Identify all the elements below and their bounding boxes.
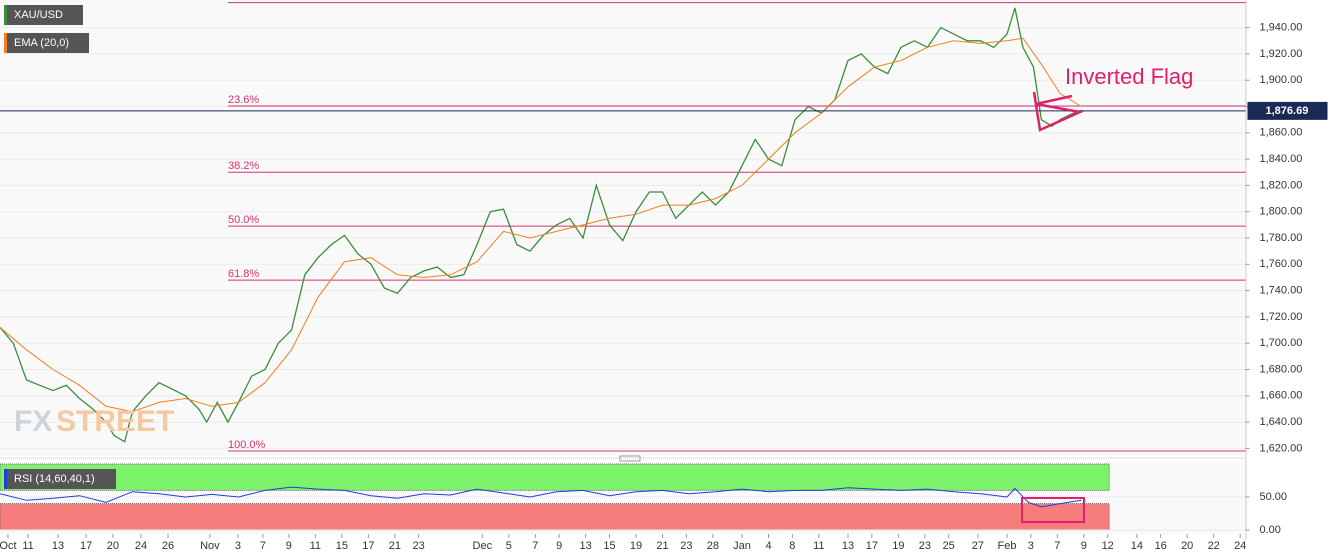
x-tick-label: 24 xyxy=(1234,540,1246,552)
x-tick-label: 15 xyxy=(336,540,348,552)
x-tick-label: 4 xyxy=(765,540,771,552)
y-tick-label: 1,680.00 xyxy=(1260,363,1303,375)
x-tick-label: 25 xyxy=(943,540,955,552)
x-tick-label: 23 xyxy=(413,540,425,552)
x-tick-label: 26 xyxy=(162,540,174,552)
rsi-band xyxy=(0,463,1110,491)
legend-label: RSI (14,60,40,1) xyxy=(14,473,95,485)
watermark: STREET xyxy=(56,405,174,438)
x-tick-label: 13 xyxy=(52,540,64,552)
annotation: Inverted Flag xyxy=(1065,64,1193,89)
price-pane xyxy=(0,0,1246,456)
x-tick-label: Oct xyxy=(0,540,17,552)
last-price-box xyxy=(1247,101,1328,120)
fib-label: 61.8% xyxy=(228,268,259,280)
legend-swatch xyxy=(4,5,7,25)
legend-label: EMA (20,0) xyxy=(14,37,69,49)
x-tick-label: 8 xyxy=(789,540,795,552)
legend-label: XAU/USD xyxy=(14,9,63,21)
x-tick-label: 19 xyxy=(630,540,642,552)
y-tick-label: 1,740.00 xyxy=(1260,285,1303,297)
x-tick-label: 11 xyxy=(22,540,33,552)
watermark: FX xyxy=(14,405,52,438)
series-line xyxy=(0,7,1082,443)
x-tick-label: Nov xyxy=(200,540,220,552)
x-tick-label: 28 xyxy=(707,540,719,552)
x-tick-label: 21 xyxy=(389,540,401,552)
rsi-highlight xyxy=(1021,497,1085,523)
x-tick-label: 19 xyxy=(892,540,904,552)
x-tick-label: 11 xyxy=(310,540,321,552)
series-line xyxy=(0,37,1082,413)
y-tick-label: 1,720.00 xyxy=(1260,311,1303,323)
x-tick-label: 27 xyxy=(972,540,984,552)
legend-box xyxy=(4,5,83,25)
x-tick-label: 9 xyxy=(556,540,562,552)
x-tick-label: 23 xyxy=(919,540,931,552)
rsi-band xyxy=(0,503,1110,531)
y-tick-label: 1,900.00 xyxy=(1260,74,1303,86)
y-tick-label: 50.00 xyxy=(1260,491,1288,503)
x-tick-label: Feb xyxy=(998,540,1017,552)
y-tick-label: 1,620.00 xyxy=(1260,442,1303,454)
x-tick-label: 23 xyxy=(680,540,692,552)
legend-box xyxy=(4,469,116,489)
y-tick-label: 0.00 xyxy=(1260,524,1281,536)
x-tick-label: 9 xyxy=(286,540,292,552)
x-tick-label: 17 xyxy=(362,540,374,552)
last-price-label: 1,876.69 xyxy=(1266,105,1309,117)
x-tick-label: 21 xyxy=(656,540,668,552)
x-tick-label: 11 xyxy=(813,540,824,552)
x-tick-label: 7 xyxy=(1054,540,1060,552)
x-tick-label: 15 xyxy=(603,540,615,552)
legend-swatch xyxy=(4,469,7,489)
x-tick-label: 20 xyxy=(1181,540,1193,552)
x-tick-label: 3 xyxy=(235,540,241,552)
legend-box xyxy=(4,33,89,53)
x-tick-label: 16 xyxy=(1155,540,1167,552)
legend-swatch xyxy=(4,33,7,53)
x-tick-label: Jan xyxy=(733,540,751,552)
y-tick-label: 1,860.00 xyxy=(1260,127,1303,139)
fib-label: 23.6% xyxy=(228,94,259,106)
x-tick-label: 17 xyxy=(80,540,92,552)
y-tick-label: 1,840.00 xyxy=(1260,153,1303,165)
x-tick-label: 5 xyxy=(506,540,512,552)
x-tick-label: 17 xyxy=(866,540,878,552)
y-tick-label: 1,940.00 xyxy=(1260,22,1303,34)
y-tick-label: 1,820.00 xyxy=(1260,179,1303,191)
pane-handle xyxy=(619,455,641,462)
x-tick-label: 24 xyxy=(135,540,147,552)
x-tick-label: Dec xyxy=(473,540,493,552)
x-tick-label: 22 xyxy=(1208,540,1220,552)
x-tick-label: 7 xyxy=(532,540,538,552)
x-tick-label: 20 xyxy=(107,540,119,552)
x-tick-label: 13 xyxy=(842,540,854,552)
x-tick-label: 14 xyxy=(1131,540,1143,552)
series-line xyxy=(0,486,1082,508)
y-tick-label: 1,920.00 xyxy=(1260,48,1303,60)
y-tick-label: 1,760.00 xyxy=(1260,258,1303,270)
y-tick-label: 1,640.00 xyxy=(1260,416,1303,428)
x-tick-label: 13 xyxy=(580,540,592,552)
fib-label: 50.0% xyxy=(228,214,259,226)
x-tick-label: 12 xyxy=(1102,540,1114,552)
fib-label: 100.0% xyxy=(228,439,266,451)
y-tick-label: 1,780.00 xyxy=(1260,232,1303,244)
x-tick-label: 7 xyxy=(260,540,266,552)
fib-label: 38.2% xyxy=(228,160,259,172)
y-tick-label: 1,660.00 xyxy=(1260,390,1303,402)
x-tick-label: 9 xyxy=(1081,540,1087,552)
x-tick-label: 3 xyxy=(1028,540,1034,552)
y-tick-label: 1,800.00 xyxy=(1260,206,1303,218)
y-tick-label: 1,700.00 xyxy=(1260,337,1303,349)
flag-shape xyxy=(1032,91,1085,132)
